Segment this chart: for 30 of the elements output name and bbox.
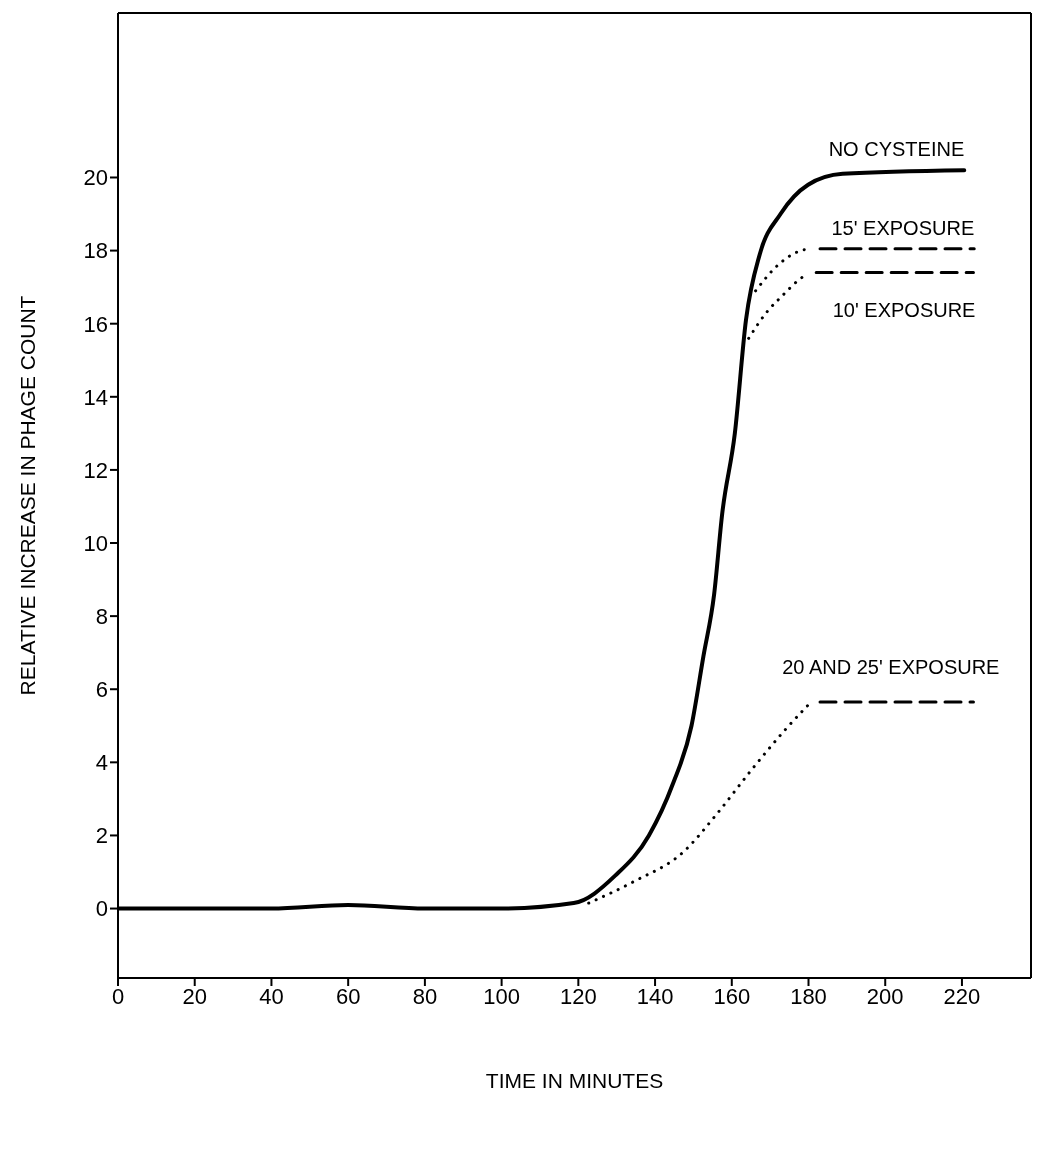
y-tick-label: 6: [95, 677, 108, 703]
x-tick-label: 140: [636, 983, 674, 1009]
x-tick-label: 20: [182, 983, 207, 1009]
y-tick-label: 20: [83, 165, 108, 191]
y-axis-title: RELATIVE INCREASE IN PHAGE COUNT: [16, 295, 40, 696]
series-label: 20 AND 25' EXPOSURE: [782, 656, 1000, 679]
y-tick-label: 18: [83, 238, 108, 264]
x-tick-label: 220: [943, 983, 981, 1009]
y-tick-label: 16: [83, 311, 108, 337]
x-tick-label: 80: [412, 983, 438, 1009]
y-tick-label: 2: [95, 823, 108, 849]
series-label: 15' EXPOSURE: [831, 216, 975, 239]
y-tick-label: 14: [83, 384, 108, 410]
y-tick-label: 0: [95, 896, 108, 922]
x-tick-label: 120: [559, 983, 597, 1009]
y-tick-label: 8: [95, 603, 108, 629]
x-tick-label: 40: [259, 983, 284, 1009]
line-series: [587, 702, 811, 905]
series-label: NO CYSTEINE: [828, 138, 965, 161]
x-tick-label: 160: [713, 983, 751, 1009]
x-tick-label: 60: [335, 983, 361, 1009]
x-tick-label: 180: [790, 983, 827, 1009]
y-tick-label: 4: [95, 750, 108, 776]
x-tick-label: 0: [111, 983, 125, 1009]
x-tick-label: 100: [483, 983, 520, 1009]
y-tick-label: 12: [83, 457, 108, 483]
y-tick-label: 10: [83, 530, 108, 556]
x-tick-label: 200: [866, 983, 904, 1009]
series-label: 10' EXPOSURE: [832, 298, 976, 321]
x-axis-title: TIME IN MINUTES: [485, 1069, 664, 1092]
